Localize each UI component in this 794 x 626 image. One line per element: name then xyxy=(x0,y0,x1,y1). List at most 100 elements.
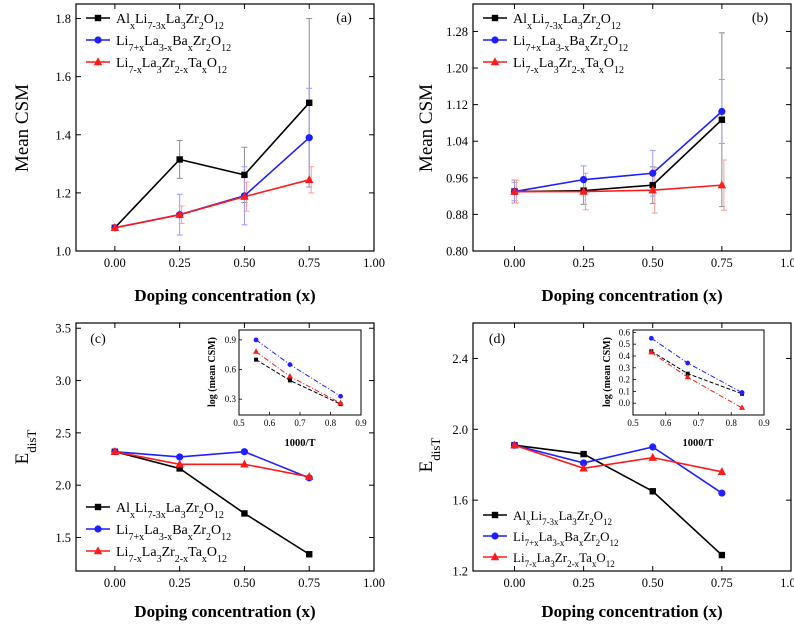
y-tick-label: 1.04 xyxy=(446,135,469,149)
data-point-ta xyxy=(510,440,519,449)
inset-x-tick-label: 0.9 xyxy=(758,418,770,428)
inset-data-point-ta xyxy=(648,348,655,355)
legend-marker-al xyxy=(94,503,102,511)
inset-x-label: 1000/T xyxy=(285,438,316,449)
data-point-ta xyxy=(717,180,727,189)
legend-label-ta: Li7-xLa3Zr2-xTaxO12 xyxy=(513,550,615,569)
legend-marker-al xyxy=(491,14,499,22)
legend-label-al: AlxLi7-3xLa3Zr2O12 xyxy=(116,12,224,32)
inset-y-tick-label: 0.0 xyxy=(619,398,631,408)
series-line-al xyxy=(514,119,723,193)
y-tick-label: 3.0 xyxy=(55,374,71,388)
inset-frame xyxy=(632,329,765,416)
legend-label-ba: Li7+xLa3-xBaxZr2O12 xyxy=(116,34,231,54)
inset-data-point-ba xyxy=(648,335,654,341)
y-tick-label: 1.6 xyxy=(452,494,468,508)
series-line-al xyxy=(114,450,310,555)
series-line-ba xyxy=(114,137,310,229)
data-point-al xyxy=(718,116,726,123)
series-line-ta xyxy=(114,179,310,229)
data-point-al xyxy=(176,465,183,472)
x-axis-label: Doping concentration (x) xyxy=(541,602,722,621)
data-point-al xyxy=(176,156,183,163)
y-tick-label: 1.0 xyxy=(55,245,71,259)
data-point-al xyxy=(649,181,656,189)
data-point-ta xyxy=(305,472,314,481)
data-point-al xyxy=(306,551,313,558)
data-point-ta xyxy=(717,467,727,475)
legend-label-ba: Li7+xLa3-xBaxZr2O12 xyxy=(513,34,628,54)
inset-data-point-al xyxy=(685,371,690,376)
inset-x-tick-label: 0.5 xyxy=(233,418,245,428)
panel-label: (b) xyxy=(752,11,769,26)
x-tick-label: 0.25 xyxy=(169,576,191,590)
x-tick-label: 0.50 xyxy=(642,576,664,590)
y-axis-label: Mean CSM xyxy=(416,84,437,172)
legend-label-ta: Li7-xLa3Zr2-xTaxO12 xyxy=(116,545,227,565)
x-axis-label: Doping concentration (x) xyxy=(134,602,315,621)
y-tick-label: 1.4 xyxy=(55,128,71,142)
inset-plot: 0.5 0.6 0.7 0.8 0.9 0.0 0.10.2 0.3 0.4 0.5 0.6 1000… xyxy=(602,327,770,449)
data-point-ba xyxy=(240,448,249,456)
x-tick-label: 0.75 xyxy=(298,256,320,270)
y-axis-label: Mean CSM xyxy=(12,84,33,172)
inset-frame xyxy=(238,329,362,416)
x-axis-label: Doping concentration (x) xyxy=(134,286,315,305)
x-tick-label: 0.25 xyxy=(573,256,595,270)
inset-x-tick-label: 0.9 xyxy=(355,418,367,428)
legend-marker-ta xyxy=(490,57,500,66)
legend-marker-ta xyxy=(490,552,500,561)
y-tick-label: 2.4 xyxy=(452,352,468,366)
x-tick-label: 0.00 xyxy=(104,256,126,270)
legend-marker-ba xyxy=(491,36,499,44)
legend-label-ba: Li7+xLa3-xBaxZr2O12 xyxy=(513,529,618,548)
x-tick-label: 0.75 xyxy=(298,576,320,590)
inset-y-tick-label: 0.9 xyxy=(225,335,237,345)
x-tick-label: 0.00 xyxy=(504,576,526,590)
series-line-ta xyxy=(514,444,723,473)
data-point-al xyxy=(718,551,726,559)
plot-frame xyxy=(472,3,792,252)
inset-x-tick-label: 0.6 xyxy=(660,418,672,428)
data-point-ta xyxy=(648,452,657,461)
data-point-ba xyxy=(649,443,657,451)
y-tick-label: 0.80 xyxy=(446,245,468,259)
data-point-al xyxy=(241,171,248,179)
inset-y-tick-label: 0.3 xyxy=(225,394,237,404)
inset-x-label: 1000/T xyxy=(683,438,714,449)
x-tick-label: 1.00 xyxy=(780,256,794,270)
inset-x-tick-label: 0.7 xyxy=(693,418,705,428)
inset-data-point-ta xyxy=(739,404,746,410)
data-point-ta xyxy=(305,175,314,184)
inset-y-label: log (mean CSM) xyxy=(602,337,613,407)
legend-label-ta: Li7-xLa3Zr2-xTaxO12 xyxy=(116,56,227,76)
data-point-ta xyxy=(240,191,249,200)
x-tick-label: 0.50 xyxy=(233,576,255,590)
panel-c: 0.00 0.25 0.50 0.75 1.00 1.5 2.0 2.5 3.0 3.5 Dopin… xyxy=(12,322,385,621)
data-point-ta xyxy=(510,186,519,195)
inset-data-point-ba xyxy=(287,362,293,367)
legend-marker-al xyxy=(94,14,102,22)
legend-label-ba: Li7+xLa3-xBaxZr2O12 xyxy=(116,523,231,543)
inset-data-point-ta xyxy=(253,348,260,354)
inset-y-tick-label: 0.6 xyxy=(225,365,237,375)
inset-data-point-ba xyxy=(253,337,259,343)
inset-x-tick-label: 0.6 xyxy=(264,418,276,428)
data-point-ba xyxy=(649,169,657,177)
y-tick-label: 1.2 xyxy=(452,565,468,579)
x-tick-label: 0.50 xyxy=(233,256,255,270)
data-point-ba xyxy=(176,453,184,461)
x-tick-label: 0.25 xyxy=(169,256,191,270)
data-point-al xyxy=(241,510,248,517)
plot-frame xyxy=(472,322,792,572)
plot-frame xyxy=(75,322,375,572)
y-tick-label: 1.12 xyxy=(446,98,468,112)
series-line-ba xyxy=(514,110,723,193)
legend-marker-al xyxy=(491,511,499,519)
y-tick-label: 0.96 xyxy=(446,171,468,185)
panel-a: 0.00 0.25 0.50 0.75 1.00 1.0 1.2 1.4 1.6 1.8 Dopin… xyxy=(12,3,385,305)
y-tick-label: 1.5 xyxy=(55,531,71,545)
x-tick-label: 1.00 xyxy=(363,256,385,270)
inset-data-point-al xyxy=(287,378,292,383)
